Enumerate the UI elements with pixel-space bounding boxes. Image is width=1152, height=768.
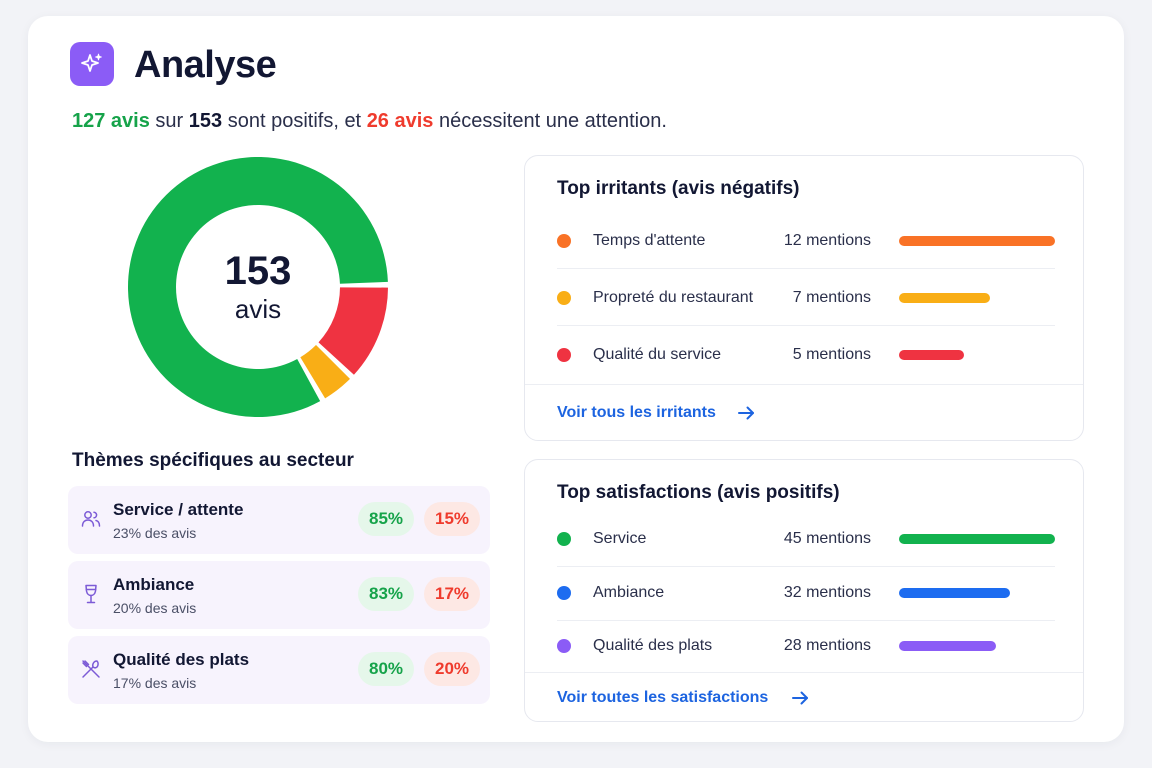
irritant-row: Temps d'attente 12 mentions — [557, 232, 1055, 252]
summary-line: 127 avis sur 153 sont positifs, et 26 av… — [72, 107, 667, 135]
irritant-label: Temps d'attente — [593, 232, 706, 249]
positive-count: 127 avis — [72, 110, 150, 132]
wine-glass-icon — [85, 584, 97, 604]
satisfaction-row: Qualité des plats 28 mentions — [557, 637, 1055, 657]
theme-name: Qualité des plats — [113, 650, 250, 669]
themes-title: Thèmes spécifiques au secteur — [72, 450, 354, 471]
see-all-irritants-link[interactable]: Voir tous les irritants — [557, 404, 716, 421]
irritant-dot — [557, 234, 571, 248]
donut-segment-rouge — [318, 287, 388, 375]
satisfaction-count: 32 mentions — [783, 584, 871, 601]
irritant-dot — [557, 291, 571, 305]
theme-share: 20% des avis — [113, 600, 197, 616]
satisfaction-label: Ambiance — [593, 584, 665, 601]
row-divider — [557, 325, 1055, 326]
donut-segment-jaune — [300, 344, 350, 399]
positive-percent-badge: 85% — [358, 502, 414, 536]
reviews-donut-chart — [128, 157, 388, 417]
total-count: 153 — [188, 110, 223, 132]
satisfaction-row: Ambiance 32 mentions — [557, 584, 1055, 604]
irritant-bar — [899, 293, 990, 303]
satisfaction-label: Service — [593, 530, 647, 547]
satisfaction-bar — [899, 641, 996, 651]
irritant-count: 7 mentions — [792, 289, 871, 306]
page-title: Analyse — [134, 44, 277, 86]
summary-sur: sur — [155, 110, 184, 132]
positive-percent-badge: 83% — [358, 577, 414, 611]
irritant-dot — [557, 348, 571, 362]
users-icon — [81, 511, 101, 527]
irritants-panel: Top irritants (avis négatifs) Temps d'at… — [524, 155, 1084, 441]
satisfaction-dot — [557, 532, 571, 546]
see-all-satisfactions-link[interactable]: Voir toutes les satisfactions — [557, 689, 769, 706]
theme-share: 17% des avis — [113, 675, 197, 691]
negative-percent-badge: 17% — [424, 577, 480, 611]
row-divider — [557, 620, 1055, 621]
satisfaction-row: Service 45 mentions — [557, 530, 1055, 550]
footer-divider — [525, 384, 1083, 385]
summary-end: nécessitent une attention. — [438, 110, 667, 132]
negative-percent-badge: 20% — [424, 652, 480, 686]
theme-row-plats[interactable]: Qualité des plats 17% des avis 80% 20% — [68, 636, 490, 704]
theme-row-ambiance[interactable]: Ambiance 20% des avis 83% 17% — [68, 561, 490, 629]
irritant-label: Qualité du service — [593, 346, 722, 363]
satisfactions-title: Top satisfactions (avis positifs) — [557, 482, 840, 503]
satisfaction-dot — [557, 639, 571, 653]
sparkles-icon — [70, 42, 114, 86]
arrow-right-icon[interactable] — [791, 691, 809, 705]
utensils-crossed-icon — [82, 660, 100, 678]
positive-percent-badge: 80% — [358, 652, 414, 686]
theme-name: Service / attente — [113, 500, 244, 519]
satisfaction-count: 45 mentions — [783, 530, 871, 547]
irritants-title: Top irritants (avis négatifs) — [557, 178, 800, 199]
donut-segment-positifs — [128, 157, 388, 417]
attention-count: 26 avis — [366, 110, 434, 132]
negative-percent-badge: 15% — [424, 502, 480, 536]
footer-divider — [525, 672, 1083, 673]
irritant-count: 5 mentions — [792, 346, 871, 363]
satisfaction-dot — [557, 586, 571, 600]
satisfaction-bar — [899, 588, 1010, 598]
arrow-right-icon[interactable] — [737, 406, 755, 420]
theme-share: 23% des avis — [113, 525, 197, 541]
satisfaction-count: 28 mentions — [783, 637, 871, 654]
irritant-row: Propreté du restaurant 7 mentions — [557, 289, 1055, 309]
satisfaction-label: Qualité des plats — [593, 637, 713, 654]
theme-name: Ambiance — [113, 575, 195, 594]
summary-mid: sont positifs, et — [227, 110, 362, 132]
irritant-bar — [899, 236, 1055, 246]
irritant-bar — [899, 350, 964, 360]
theme-row-service[interactable]: Service / attente 23% des avis 85% 15% — [68, 486, 490, 554]
row-divider — [557, 566, 1055, 567]
row-divider — [557, 268, 1055, 269]
irritant-count: 12 mentions — [783, 232, 871, 249]
irritant-row: Qualité du service 5 mentions — [557, 346, 1055, 366]
satisfaction-bar — [899, 534, 1055, 544]
irritant-label: Propreté du restaurant — [593, 289, 754, 306]
satisfactions-panel: Top satisfactions (avis positifs) Servic… — [524, 459, 1084, 722]
